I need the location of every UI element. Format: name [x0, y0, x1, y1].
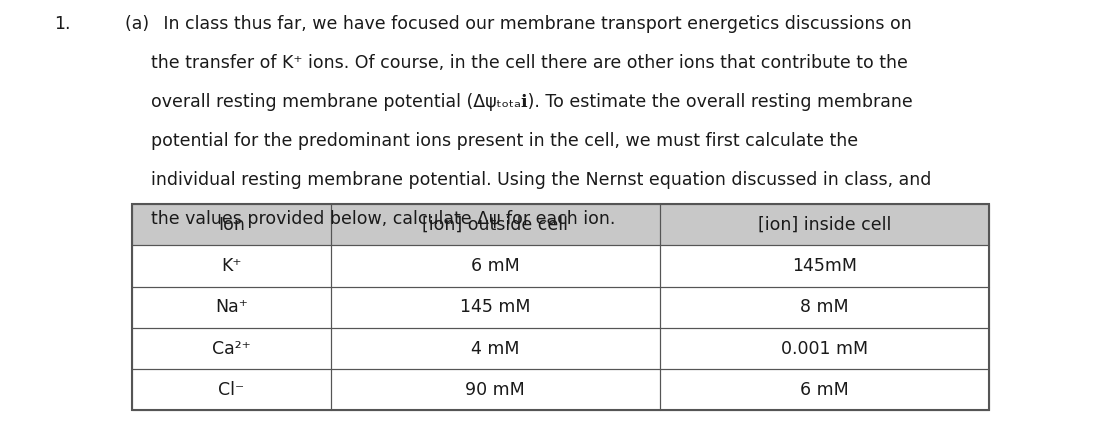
Bar [132, 328, 331, 369]
Bar [331, 287, 660, 328]
Bar [331, 245, 660, 287]
Text: (a)  In class thus far, we have focused our membrane transport energetics discus: (a) In class thus far, we have focused o… [125, 15, 912, 33]
Bar [132, 204, 331, 245]
Bar [331, 369, 660, 410]
Bar [660, 204, 989, 245]
Bar [660, 245, 989, 287]
Text: K⁺: K⁺ [221, 257, 241, 275]
Bar [660, 328, 989, 369]
Bar [660, 369, 989, 410]
Text: Cl⁻: Cl⁻ [218, 381, 245, 399]
Text: [ion] outside cell: [ion] outside cell [423, 216, 568, 234]
Bar [331, 369, 660, 410]
Bar [660, 204, 989, 245]
Text: Na⁺: Na⁺ [215, 298, 248, 316]
Bar [331, 245, 660, 287]
Text: Ion: Ion [218, 216, 245, 234]
Text: the transfer of K⁺ ions. Of course, in the cell there are other ions that contri: the transfer of K⁺ ions. Of course, in t… [151, 54, 908, 72]
Text: 6 mM: 6 mM [800, 381, 849, 399]
Bar [331, 328, 660, 369]
Text: 90 mM: 90 mM [465, 381, 525, 399]
Bar [132, 328, 331, 369]
Bar [132, 204, 331, 245]
Bar [132, 287, 331, 328]
Bar [660, 287, 989, 328]
Text: 4 mM: 4 mM [471, 340, 520, 357]
Text: 0.001 mM: 0.001 mM [781, 340, 869, 357]
Text: the values provided below, calculate Δψ for each ion.: the values provided below, calculate Δψ … [151, 210, 615, 229]
Bar [132, 369, 331, 410]
Bar [660, 369, 989, 410]
Bar [660, 245, 989, 287]
Bar [132, 369, 331, 410]
Text: 145 mM: 145 mM [459, 298, 531, 316]
Bar [331, 287, 660, 328]
Text: 145mM: 145mM [793, 257, 858, 275]
Text: 8 mM: 8 mM [800, 298, 849, 316]
Bar [660, 287, 989, 328]
Bar [132, 245, 331, 287]
Bar [331, 328, 660, 369]
Bar [331, 204, 660, 245]
Bar [132, 287, 331, 328]
Bar [331, 204, 660, 245]
Text: 1.: 1. [54, 15, 70, 33]
Text: overall resting membrane potential (Δψₜₒₜₐℹ). To estimate the overall resting me: overall resting membrane potential (Δψₜₒ… [151, 93, 912, 111]
Text: potential for the predominant ions present in the cell, we must first calculate : potential for the predominant ions prese… [151, 132, 858, 150]
Text: individual resting membrane potential. Using the Nernst equation discussed in cl: individual resting membrane potential. U… [151, 171, 931, 189]
Bar [132, 245, 331, 287]
Bar [132, 204, 989, 410]
Bar [660, 328, 989, 369]
Text: [ion] inside cell: [ion] inside cell [758, 216, 891, 234]
Text: 6 mM: 6 mM [471, 257, 520, 275]
Text: Ca²⁺: Ca²⁺ [212, 340, 250, 357]
